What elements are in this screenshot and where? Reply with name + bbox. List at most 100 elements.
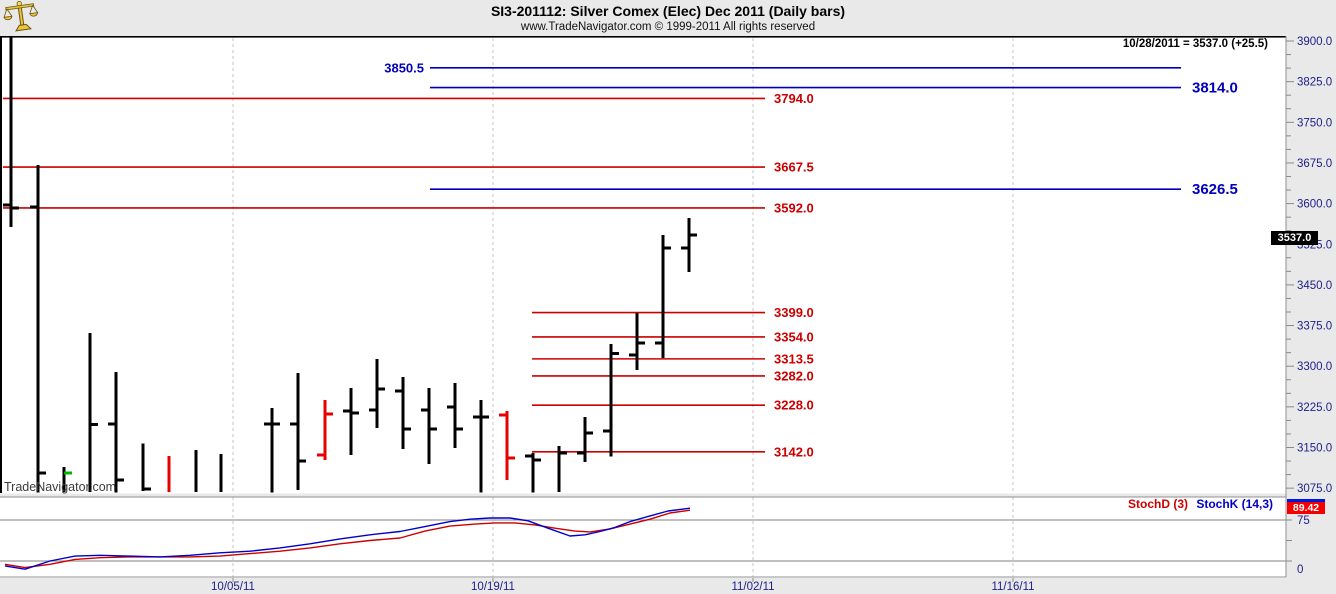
y-axis-label: 3375.0 <box>1297 321 1332 333</box>
price-line-label: 3626.5 <box>1192 181 1238 198</box>
last-price-badge: 3537.0 <box>1271 231 1318 245</box>
close-tick <box>403 427 411 431</box>
price-line-label: 3814.0 <box>1192 80 1238 97</box>
open-tick <box>577 451 585 455</box>
price-line-label: 3794.0 <box>774 91 814 106</box>
price-line-label: 3282.0 <box>774 368 814 383</box>
ohlc-bar <box>427 387 431 464</box>
plot-top-border <box>0 36 1286 38</box>
open-tick <box>108 422 116 426</box>
y-axis-label: 3600.0 <box>1297 199 1332 211</box>
close-tick <box>377 387 385 391</box>
close-tick <box>298 459 306 463</box>
ohlc-bar <box>531 452 535 493</box>
close-tick <box>663 246 671 250</box>
close-tick <box>507 456 515 460</box>
stochd-legend-label: StochD (3) <box>1128 497 1188 511</box>
ohlc-bar <box>453 383 457 449</box>
date-tick <box>1012 578 1014 582</box>
close-tick <box>533 458 541 462</box>
plot-background <box>0 36 1336 593</box>
date-tick <box>492 578 494 582</box>
open-tick <box>473 415 481 419</box>
ohlc-bar <box>270 407 274 493</box>
close-tick <box>272 422 280 426</box>
ohlc-bar <box>296 373 300 490</box>
ohlc-bar <box>557 445 561 492</box>
price-line-label: 3354.0 <box>774 329 814 344</box>
scales-logo-icon <box>3 1 39 32</box>
close-tick <box>689 233 697 237</box>
open-tick <box>421 408 429 412</box>
date-tick-label: 10/05/11 <box>211 581 255 593</box>
close-tick <box>325 412 333 416</box>
ohlc-bar <box>583 417 587 463</box>
close-tick <box>559 451 567 455</box>
close-tick <box>90 423 98 427</box>
y-axis-label: 3900.0 <box>1297 36 1332 48</box>
close-tick <box>429 427 437 431</box>
open-tick <box>629 353 637 357</box>
close-tick <box>11 206 19 210</box>
close-tick <box>64 471 72 475</box>
close-tick <box>38 471 46 475</box>
open-tick <box>603 429 611 433</box>
chart-copyright: www.TradeNavigator.com © 1999-2011 All r… <box>520 21 816 33</box>
y-axis-label: 3150.0 <box>1297 443 1332 455</box>
y-axis-label: 3450.0 <box>1297 280 1332 292</box>
x-axis-strip <box>0 578 1336 594</box>
open-tick <box>447 405 455 409</box>
ohlc-bar <box>88 333 92 492</box>
y-axis-label: 3675.0 <box>1297 158 1332 170</box>
open-tick <box>290 422 298 426</box>
date-tick <box>232 578 234 582</box>
ohlc-bar <box>9 37 13 227</box>
ohlc-bar <box>36 165 40 493</box>
ohlc-bar <box>62 467 66 492</box>
open-tick <box>499 413 507 417</box>
price-line-label: 3142.0 <box>774 444 814 459</box>
y-axis-label: 3750.0 <box>1297 117 1332 129</box>
y-axis-label: 3825.0 <box>1297 77 1332 89</box>
ohlc-bar <box>194 450 198 492</box>
price-line-label: 3399.0 <box>774 305 814 320</box>
chart-header: SI3-201112: Silver Comex (Elec) Dec 2011… <box>0 0 1336 36</box>
stochk-badge-cap <box>1287 499 1325 502</box>
plot-left-border <box>0 37 2 493</box>
open-tick <box>3 203 11 207</box>
ohlc-bar <box>505 411 509 481</box>
panel-divider <box>0 493 1286 497</box>
ohlc-bar <box>687 218 691 272</box>
ohlc-bar <box>141 443 145 491</box>
stoch-75-label: 75 <box>1297 515 1310 527</box>
close-tick <box>481 415 489 419</box>
price-line-label: 3313.5 <box>774 351 814 366</box>
y-axis-label: 3300.0 <box>1297 361 1332 373</box>
ohlc-bar <box>661 235 665 359</box>
price-line-label: 3667.5 <box>774 160 814 175</box>
open-tick <box>264 422 272 426</box>
open-tick <box>655 341 663 345</box>
open-tick <box>343 409 351 413</box>
open-tick <box>369 408 377 412</box>
y-axis-strip <box>1286 36 1336 578</box>
chart-title: SI3-201112: Silver Comex (Elec) Dec 2011… <box>490 3 846 19</box>
close-tick <box>351 411 359 415</box>
close-tick <box>611 352 619 356</box>
ohlc-bar <box>114 372 118 493</box>
ohlc-bar <box>479 399 483 493</box>
close-tick <box>116 478 124 482</box>
ohlc-bar <box>219 454 223 492</box>
ohlc-bar <box>401 377 405 450</box>
stoch-0-label: 0 <box>1297 564 1303 576</box>
close-tick <box>455 427 463 431</box>
date-tick <box>752 578 754 582</box>
price-line-label: 3592.0 <box>774 200 814 215</box>
last-quote-readout: 10/28/2011 = 3537.0 (+25.5) <box>1122 38 1268 50</box>
stoch-value-badge: 89.42 <box>1287 502 1325 514</box>
ohlc-bar <box>609 343 613 457</box>
ohlc-bar <box>375 359 379 428</box>
close-tick <box>143 487 151 491</box>
